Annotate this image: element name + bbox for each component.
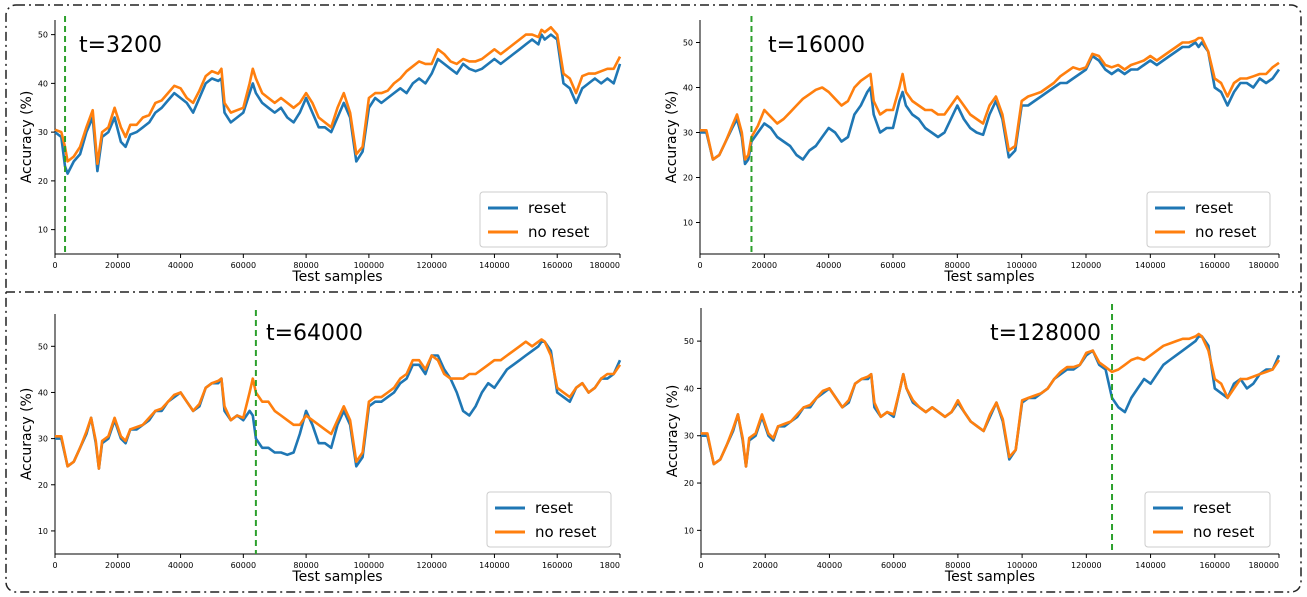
y-tick-label: 20 [683, 174, 693, 183]
x-tick-label: 40000 [817, 561, 842, 570]
annotation-label: t=16000 [768, 33, 865, 58]
x-tick-label: 140000 [1135, 561, 1166, 570]
series-line-reset [54, 33, 622, 175]
series-line-reset [701, 335, 1281, 468]
legend-label: reset [1193, 499, 1231, 517]
x-tick-label: 180000 [1248, 561, 1279, 570]
y-tick-label: 40 [38, 79, 48, 88]
y-tick-label: 40 [684, 384, 694, 393]
x-tick-label: 0 [697, 261, 702, 270]
y-tick-label: 20 [684, 479, 694, 488]
y-tick-label: 10 [38, 527, 48, 536]
x-tick-label: 0 [698, 561, 703, 570]
x-tick-label: 160000 [1199, 261, 1230, 270]
y-axis-label: Accuracy (%) [664, 91, 680, 184]
y-tick-label: 30 [38, 435, 48, 444]
x-tick-label: 60000 [881, 561, 906, 570]
series-line-no-reset [701, 332, 1281, 468]
x-tick-label: 140000 [479, 261, 510, 270]
y-tick-label: 50 [684, 337, 694, 346]
x-tick-label: 0 [52, 261, 57, 270]
chart-t16000: 0 20000 40000 60000 80000 100000 120000 140000 1… [664, 16, 1281, 285]
y-tick-label: 30 [684, 432, 694, 441]
chart-t64000: 0 20000 40000 60000 80000 100000 120000 140000 1… [19, 310, 622, 585]
series-line-no-reset [54, 25, 622, 166]
legend-label: no reset [528, 223, 590, 241]
series-line-no-reset [700, 36, 1280, 161]
y-tick-label: 50 [683, 39, 693, 48]
series-line-reset [700, 41, 1281, 166]
legend-label: reset [528, 199, 566, 217]
y-tick-label: 30 [38, 128, 48, 137]
panel-t128000: 0 20000 40000 60000 80000 100000 120000 140000 1… [660, 298, 1290, 588]
x-tick-label: 60000 [880, 261, 905, 270]
x-tick-label: 0 [52, 561, 57, 570]
panel-t64000: 0 20000 40000 60000 80000 100000 120000 140000 1… [14, 298, 632, 588]
x-tick-label: 60000 [231, 261, 256, 270]
x-tick-label: 160000 [542, 561, 573, 570]
x-tick-label: 80000 [945, 561, 970, 570]
x-tick-label: 120000 [1071, 261, 1102, 270]
annotation-label: t=128000 [990, 321, 1101, 346]
x-tick-label: 20000 [105, 261, 130, 270]
legend-label: no reset [1193, 523, 1255, 541]
x-axis-label: Test samples [943, 269, 1034, 285]
x-tick-label: 180000 [1248, 261, 1279, 270]
x-tick-label: 100000 [354, 561, 385, 570]
chart-t3200: 0 20000 40000 60000 80000 100000 120000 140000 1… [19, 16, 622, 285]
y-tick-label: 40 [38, 388, 48, 397]
y-tick-label: 10 [38, 226, 48, 235]
y-tick-label: 20 [38, 481, 48, 490]
x-tick-label: 20000 [105, 561, 130, 570]
x-tick-label: 20000 [752, 561, 777, 570]
series-line-no-reset [55, 338, 622, 470]
x-tick-label: 120000 [1071, 561, 1102, 570]
y-tick-label: 20 [38, 177, 48, 186]
chart-t128000: 0 20000 40000 60000 80000 100000 120000 140000 1… [665, 304, 1281, 585]
x-tick-label: 80000 [293, 261, 318, 270]
x-tick-label: 100000 [1007, 561, 1038, 570]
y-tick-label: 40 [683, 84, 693, 93]
y-tick-label: 10 [684, 526, 694, 535]
x-tick-label: 180000 [589, 261, 620, 270]
x-tick-label: 40000 [168, 261, 193, 270]
y-tick-label: 10 [683, 219, 693, 228]
x-tick-label: 80000 [293, 561, 318, 570]
series-line-reset [55, 340, 622, 470]
x-tick-label: 100000 [354, 261, 385, 270]
x-tick-label: 120000 [416, 561, 447, 570]
outer-dashdot-border [5, 4, 1302, 593]
x-tick-label: 1800 [600, 561, 620, 570]
y-tick-label: 30 [683, 129, 693, 138]
panel-t3200: 0 20000 40000 60000 80000 100000 120000 140000 1… [14, 8, 632, 290]
annotation-label: t=64000 [266, 321, 363, 346]
y-tick-label: 50 [38, 342, 48, 351]
x-axis-label: Test samples [944, 569, 1035, 585]
x-tick-label: 60000 [231, 561, 256, 570]
legend-label: reset [1195, 199, 1233, 217]
y-axis-label: Accuracy (%) [19, 388, 35, 481]
y-axis-label: Accuracy (%) [19, 91, 35, 184]
x-tick-label: 160000 [1200, 561, 1231, 570]
x-axis-label: Test samples [291, 269, 382, 285]
legend-label: reset [535, 499, 573, 517]
y-tick-label: 50 [38, 31, 48, 40]
x-tick-label: 160000 [542, 261, 573, 270]
x-tick-label: 40000 [816, 261, 841, 270]
legend-label: no reset [1195, 223, 1257, 241]
x-tick-label: 100000 [1006, 261, 1037, 270]
x-tick-label: 40000 [168, 561, 193, 570]
y-axis-label: Accuracy (%) [665, 385, 681, 478]
x-tick-label: 80000 [945, 261, 970, 270]
annotation-label: t=3200 [79, 33, 162, 58]
legend-label: no reset [535, 523, 597, 541]
panel-t16000: 0 20000 40000 60000 80000 100000 120000 140000 1… [660, 8, 1290, 290]
x-tick-label: 20000 [752, 261, 777, 270]
x-tick-label: 140000 [1135, 261, 1166, 270]
x-tick-label: 140000 [479, 561, 510, 570]
x-tick-label: 120000 [416, 261, 447, 270]
x-axis-label: Test samples [291, 569, 382, 585]
